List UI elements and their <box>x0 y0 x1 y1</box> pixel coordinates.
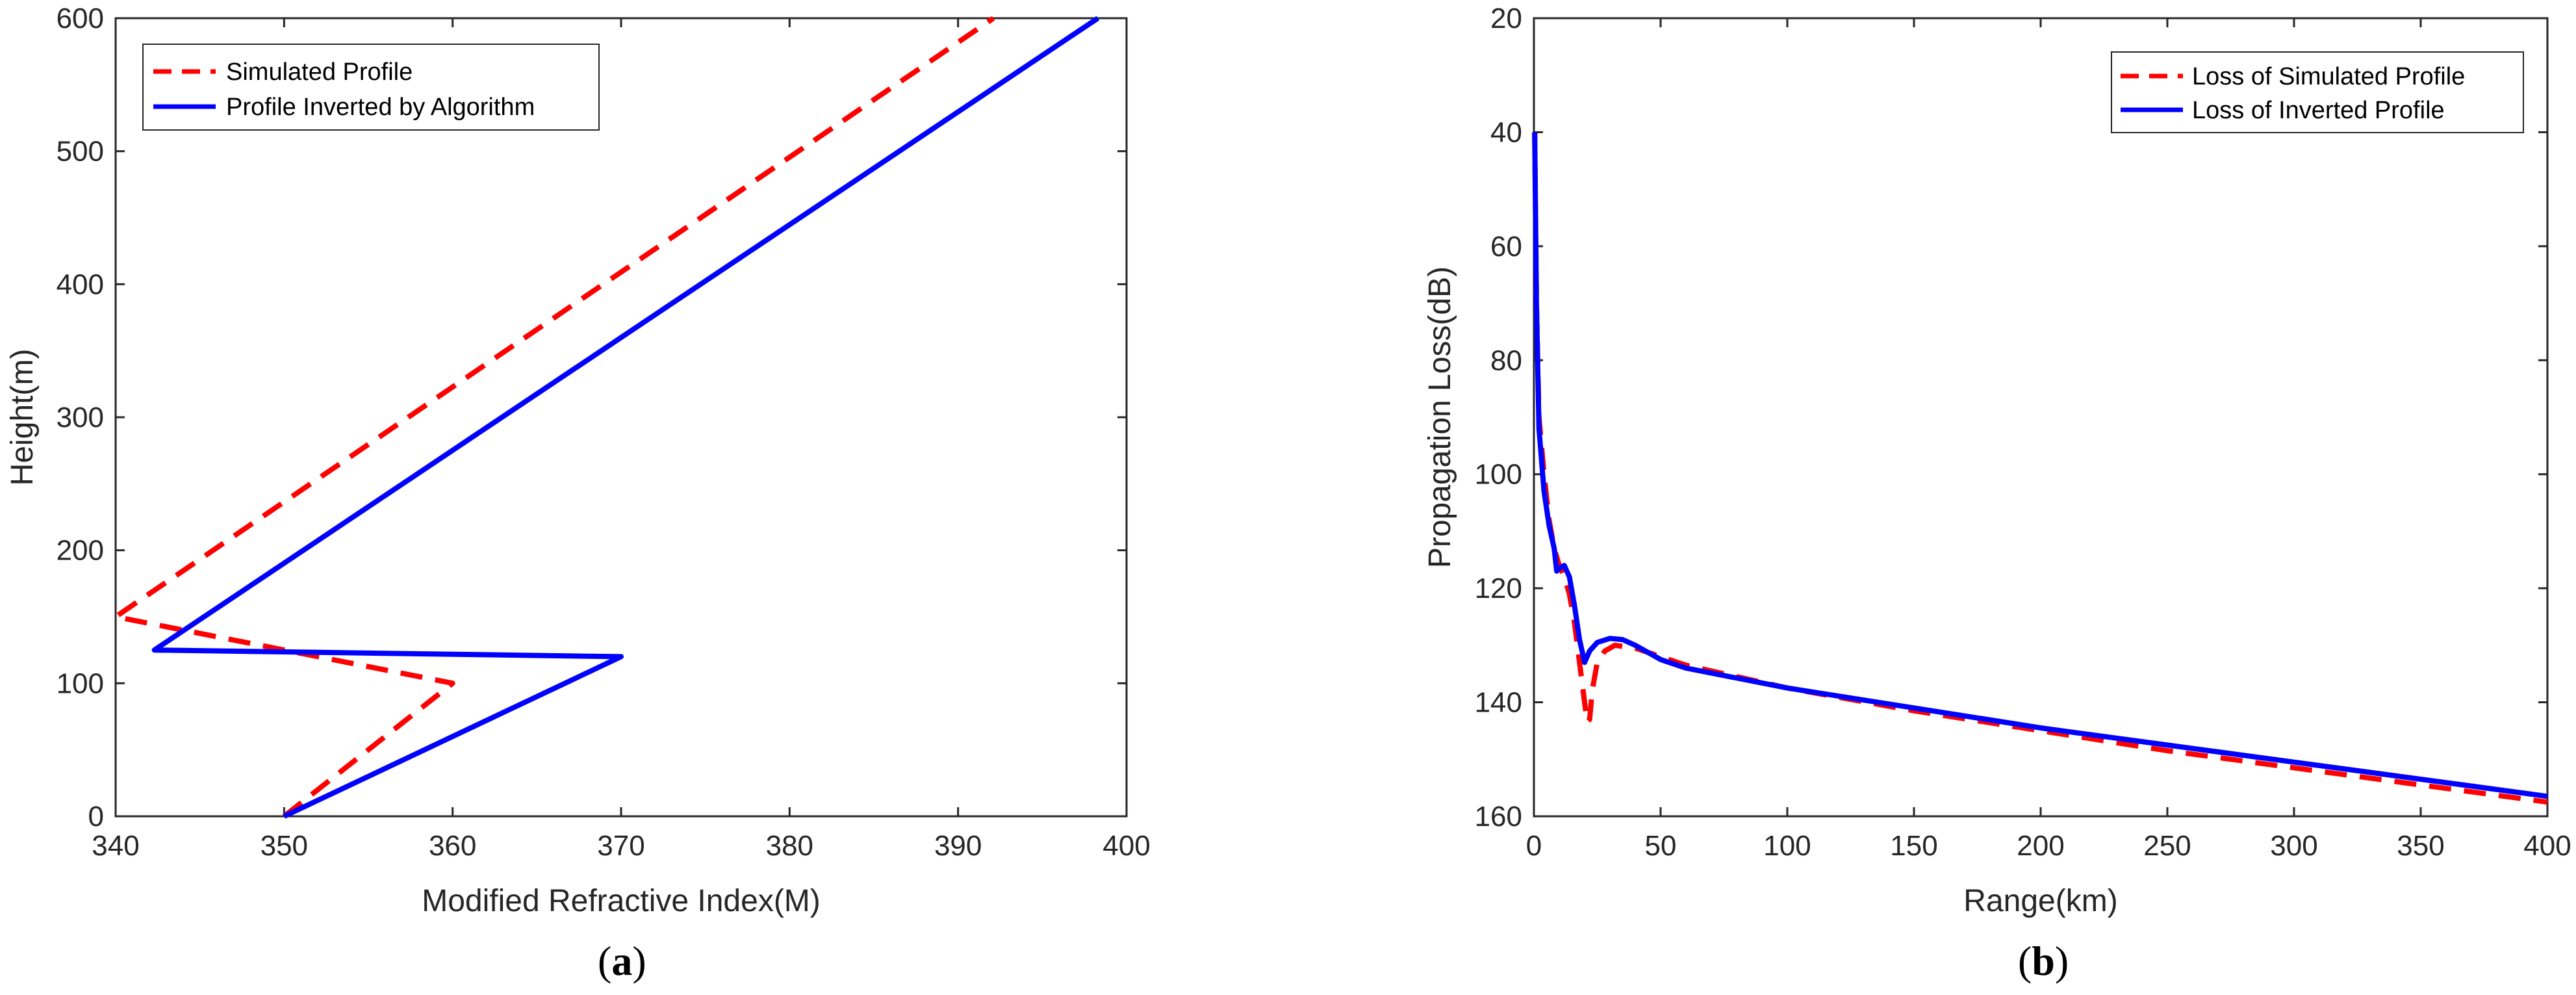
chart-a-xtick-label: 400 <box>1103 830 1150 862</box>
chart-b: 0 50 100 150 200 250 300 350 400 20 40 60 80 100 120 14… <box>1423 3 2571 918</box>
chart-a-ytick-label: 100 <box>57 667 104 699</box>
chart-b-ytick-label: 120 <box>1475 573 1522 604</box>
panel-label-b: (b) <box>2018 938 2069 984</box>
chart-b-ytick-label: 100 <box>1475 459 1522 491</box>
chart-b-xlabel: Range(km) <box>1963 884 2117 918</box>
chart-a-xtick-label: 390 <box>934 830 982 862</box>
chart-a-xtick-label: 340 <box>92 830 139 862</box>
chart-a-lines <box>113 16 1100 819</box>
chart-a: 340 350 360 370 380 390 400 0 100 200 300 400 500 600… <box>5 3 1151 918</box>
chart-a-ytick-label: 400 <box>57 268 104 300</box>
chart-b-xtick-label: 0 <box>1526 830 1542 862</box>
chart-b-plot-area <box>1533 17 2549 818</box>
chart-a-xtick-label: 380 <box>766 830 813 862</box>
chart-b-xtick-label: 50 <box>1645 830 1677 862</box>
chart-a-xtick-label: 350 <box>261 830 308 862</box>
chart-b-ytick-label: 20 <box>1490 3 1522 34</box>
chart-b-ytick-label: 60 <box>1490 231 1522 263</box>
chart-b-xtick-label: 250 <box>2143 830 2191 862</box>
chart-b-ytick-label: 140 <box>1475 687 1522 719</box>
chart-a-xtick-label: 360 <box>429 830 476 862</box>
chart-a-ylabel: Height(m) <box>5 349 40 486</box>
chart-a-legend-simulated: Simulated Profile <box>226 58 413 86</box>
chart-b-legend-inverted: Loss of Inverted Profile <box>2192 97 2445 124</box>
chart-b-legend: Loss of Simulated Profile Loss of Invert… <box>2111 51 2524 133</box>
chart-b-xtick-label: 350 <box>2397 830 2444 862</box>
chart-a-xtick-label: 370 <box>597 830 644 862</box>
chart-b-lines <box>1532 132 2548 805</box>
chart-a-legend: Simulated Profile Profile Inverted by Al… <box>142 44 600 131</box>
chart-a-legend-inverted: Profile Inverted by Algorithm <box>226 94 535 121</box>
chart-a-ytick-label: 600 <box>57 3 104 34</box>
panel-label-a: (a) <box>598 938 646 984</box>
chart-b-ylabel: Propagation Loss(dB) <box>1423 266 1457 568</box>
chart-b-legend-simulated: Loss of Simulated Profile <box>2192 63 2465 90</box>
chart-b-xtick-label: 100 <box>1763 830 1811 862</box>
chart-a-plot-area <box>114 17 1128 818</box>
chart-b-ytick-label: 160 <box>1475 801 1522 833</box>
chart-a-ytick-label: 300 <box>57 402 104 433</box>
chart-a-ytick-label: 500 <box>57 136 104 168</box>
chart-b-xtick-label: 300 <box>2270 830 2317 862</box>
chart-b-ytick-label: 40 <box>1490 116 1522 148</box>
chart-b-xtick-label: 150 <box>1890 830 1937 862</box>
chart-a-ytick-label: 200 <box>57 535 104 567</box>
chart-b-series-inverted-line <box>1532 132 2548 799</box>
chart-b-xtick-label: 200 <box>2017 830 2064 862</box>
chart-a-series-inverted-line <box>151 16 1100 819</box>
chart-b-ytick-label: 80 <box>1490 344 1522 376</box>
chart-a-xlabel: Modified Refractive Index(M) <box>422 884 821 918</box>
chart-a-ytick-label: 0 <box>88 801 104 833</box>
chart-b-xtick-label: 400 <box>2523 830 2571 862</box>
